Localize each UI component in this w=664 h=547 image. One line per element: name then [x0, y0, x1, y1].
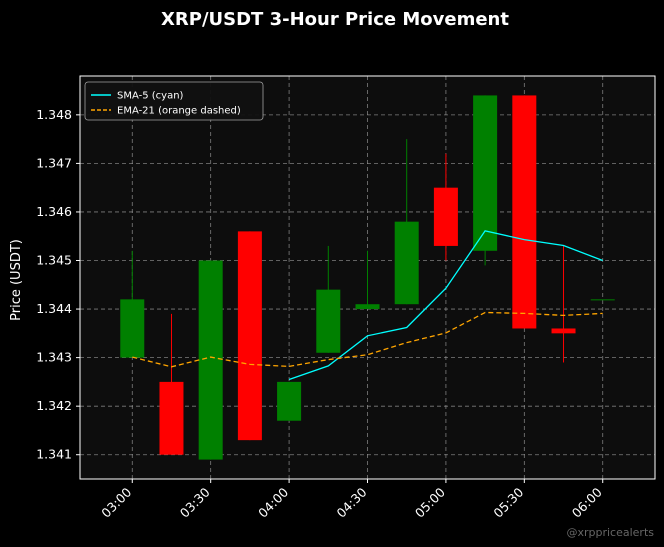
x-tick-label: 06:00: [569, 484, 605, 520]
candle-body: [316, 289, 341, 353]
candle-body: [433, 187, 458, 246]
y-axis-label: Price (USDT): [9, 239, 24, 321]
x-tick-label: 03:30: [177, 484, 213, 520]
y-tick-label: 1.342: [36, 398, 72, 413]
candle-body: [590, 299, 615, 301]
legend-box: [84, 81, 264, 121]
y-tick-label: 1.344: [36, 301, 72, 316]
candle-body: [394, 221, 419, 305]
y-tick-label: 1.345: [36, 253, 72, 268]
candle-body: [198, 260, 223, 460]
x-tick-label: 03:00: [98, 484, 134, 520]
legend-label: SMA-5 (cyan): [117, 91, 184, 102]
candle-body: [551, 328, 576, 334]
chart-title: XRP/USDT 3-Hour Price Movement: [161, 9, 509, 30]
x-tick-label: 05:30: [490, 484, 526, 520]
x-tick-label: 04:00: [255, 484, 291, 520]
candle-body: [120, 299, 145, 358]
y-tick-label: 1.346: [36, 204, 72, 219]
candle-body: [277, 381, 302, 421]
watermark: @xrppricealerts: [566, 526, 654, 539]
sma-line: [288, 230, 603, 381]
candle-body: [237, 231, 262, 441]
y-tick-label: 1.348: [36, 107, 72, 122]
candle-body: [159, 381, 184, 455]
candle-body: [473, 95, 498, 251]
legend-label: EMA-21 (orange dashed): [117, 106, 241, 117]
candle-body: [355, 304, 380, 310]
candle-body: [512, 95, 537, 329]
y-tick-label: 1.347: [36, 155, 72, 170]
x-tick-label: 04:30: [334, 484, 370, 520]
y-tick-label: 1.343: [36, 350, 72, 365]
x-tick-label: 05:00: [412, 484, 448, 520]
y-tick-label: 1.341: [36, 447, 72, 462]
ema-line: [132, 311, 603, 368]
